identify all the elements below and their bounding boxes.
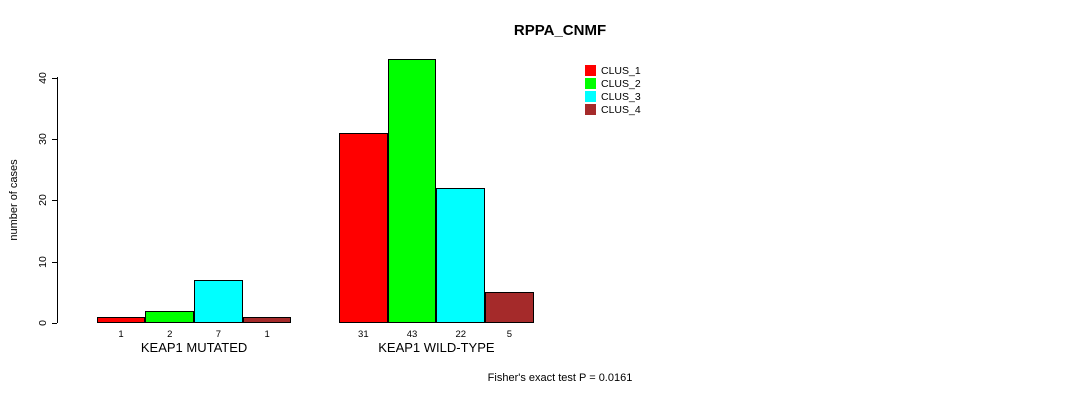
bar-clus-3 [436,187,486,323]
y-axis-tick [52,138,57,140]
bar-clus-4 [242,316,292,323]
legend-item: CLUS_1 [585,64,641,77]
legend: CLUS_1 CLUS_2 CLUS_3 CLUS_4 [585,64,641,116]
legend-swatch [585,91,596,102]
legend-label: CLUS_2 [601,77,641,90]
bar-value-label: 43 [406,329,418,340]
bar-clus-4 [485,292,534,323]
bar-value-label: 5 [506,329,513,340]
bar-clus-2 [145,310,195,323]
legend-label: CLUS_1 [601,64,641,77]
x-axis-group-label: KEAP1 MUTATED [140,340,248,355]
legend-label: CLUS_4 [601,103,641,116]
y-axis-tick-label: 10 [37,255,49,268]
bar-value-label: 31 [358,329,369,340]
x-axis-group-label: KEAP1 WILD-TYPE [378,340,495,355]
legend-item: CLUS_3 [585,90,641,103]
chart-title: RPPA_CNMF [513,22,607,39]
legend-item: CLUS_4 [585,103,641,116]
legend-swatch [585,78,596,89]
y-axis-tick [52,261,57,263]
legend-swatch [585,65,596,76]
bar-clus-1 [339,132,388,323]
footer-annotation: Fisher's exact test P = 0.0161 [487,372,633,384]
bar-value-label: 22 [455,329,467,340]
bar-value-label: 1 [118,329,124,340]
y-axis-tick [52,200,57,202]
legend-swatch [585,104,596,115]
y-axis-title: number of cases [8,159,20,241]
y-axis-tick-label: 30 [37,133,49,145]
y-axis-tick-label: 0 [37,320,49,326]
y-axis-tick-label: 40 [37,71,49,84]
y-axis-tick-label: 20 [37,194,49,207]
bar-clus-3 [194,280,243,323]
bar-clus-2 [387,59,437,323]
bar-clus-1 [96,316,146,323]
y-axis-line [57,77,58,323]
y-axis-tick [52,323,57,324]
bar-value-label: 2 [167,329,173,340]
bar-value-label: 1 [264,329,270,340]
legend-label: CLUS_3 [601,90,641,103]
y-axis-tick [52,77,57,79]
legend-item: CLUS_2 [585,77,641,90]
bar-value-label: 7 [215,329,222,340]
